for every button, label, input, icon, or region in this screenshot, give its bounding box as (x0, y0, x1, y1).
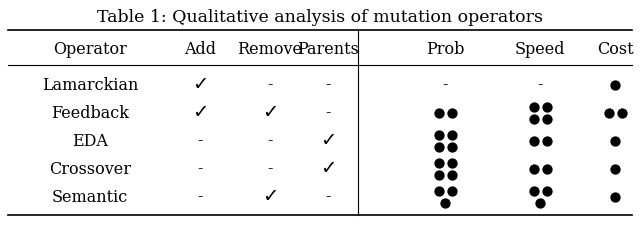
Text: Feedback: Feedback (51, 104, 129, 122)
Point (541, 167, 552, 171)
Text: ✓: ✓ (192, 104, 208, 122)
Text: Add: Add (184, 41, 216, 58)
Point (446, 111, 456, 115)
Point (610, 139, 620, 143)
Text: Semantic: Semantic (52, 189, 128, 205)
Point (433, 111, 444, 115)
Point (529, 139, 539, 143)
Text: Lamarckian: Lamarckian (42, 76, 138, 94)
Point (529, 189, 539, 193)
Point (529, 117, 539, 121)
Text: Crossover: Crossover (49, 160, 131, 178)
Text: Table 1: Qualitative analysis of mutation operators: Table 1: Qualitative analysis of mutatio… (97, 9, 543, 27)
Point (440, 201, 450, 205)
Point (446, 133, 456, 137)
Text: -: - (268, 133, 273, 149)
Point (541, 189, 552, 193)
Text: -: - (325, 76, 331, 94)
Point (610, 83, 620, 87)
Text: Parents: Parents (297, 41, 359, 58)
Text: -: - (197, 160, 203, 178)
Point (616, 111, 627, 115)
Point (433, 189, 444, 193)
Text: Prob: Prob (426, 41, 464, 58)
Point (604, 111, 614, 115)
Text: ✓: ✓ (262, 104, 278, 122)
Text: -: - (442, 76, 448, 94)
Text: Remove: Remove (237, 41, 303, 58)
Text: ✓: ✓ (192, 76, 208, 94)
Point (446, 145, 456, 149)
Text: -: - (197, 133, 203, 149)
Text: -: - (325, 104, 331, 122)
Text: -: - (268, 76, 273, 94)
Point (541, 105, 552, 109)
Point (529, 167, 539, 171)
Point (610, 195, 620, 199)
Point (433, 173, 444, 177)
Text: -: - (268, 160, 273, 178)
Point (433, 133, 444, 137)
Point (433, 145, 444, 149)
Text: ✓: ✓ (320, 131, 336, 151)
Text: -: - (537, 76, 543, 94)
Text: -: - (197, 189, 203, 205)
Text: Speed: Speed (515, 41, 565, 58)
Point (446, 161, 456, 165)
Text: Operator: Operator (53, 41, 127, 58)
Text: -: - (325, 189, 331, 205)
Point (541, 139, 552, 143)
Point (446, 189, 456, 193)
Text: Cost: Cost (596, 41, 634, 58)
Point (446, 173, 456, 177)
Text: ✓: ✓ (320, 160, 336, 178)
Text: EDA: EDA (72, 133, 108, 149)
Point (535, 201, 545, 205)
Point (541, 117, 552, 121)
Point (433, 161, 444, 165)
Point (529, 105, 539, 109)
Text: ✓: ✓ (262, 187, 278, 207)
Point (610, 167, 620, 171)
